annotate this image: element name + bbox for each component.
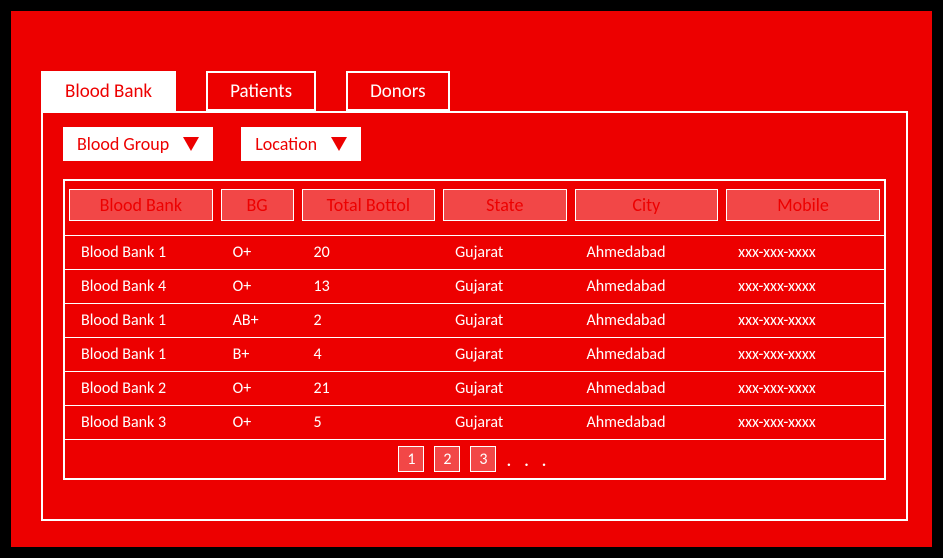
table-row[interactable]: Blood Bank 4O+13GujaratAhmedabadxxx-xxx-… — [65, 270, 884, 304]
blood-group-dropdown[interactable]: Blood Group — [63, 127, 213, 161]
app-frame: Blood Bank Patients Donors Blood Group L… — [8, 8, 935, 550]
table-cell: Ahmedabad — [571, 406, 723, 440]
filter-bar: Blood Group Location — [63, 127, 886, 161]
page-button[interactable]: 1 — [398, 446, 424, 472]
tab-blood-bank[interactable]: Blood Bank — [41, 71, 176, 111]
table-cell: O+ — [217, 270, 298, 304]
table-row[interactable]: Blood Bank 1B+4GujaratAhmedabadxxx-xxx-x… — [65, 338, 884, 372]
table-cell: Ahmedabad — [571, 270, 723, 304]
tab-label: Blood Bank — [65, 80, 152, 103]
col-header-city: City — [575, 189, 719, 221]
table-cell: Blood Bank 4 — [65, 270, 217, 304]
table-cell: 21 — [298, 372, 440, 406]
tab-label: Patients — [230, 80, 292, 103]
tab-patients[interactable]: Patients — [206, 71, 316, 111]
pagination-ellipsis: . . . — [506, 448, 550, 472]
table-cell: 5 — [298, 406, 440, 440]
table-cell: 13 — [298, 270, 440, 304]
col-header-mobile: Mobile — [726, 189, 880, 221]
location-dropdown[interactable]: Location — [241, 127, 361, 161]
content-panel: Blood Group Location Blood Bank BG Tota — [41, 111, 908, 521]
tab-label: Donors — [370, 80, 425, 103]
table-cell: Gujarat — [439, 406, 570, 440]
table-row[interactable]: Blood Bank 1AB+2GujaratAhmedabadxxx-xxx-… — [65, 304, 884, 338]
table-cell: Gujarat — [439, 304, 570, 338]
dropdown-label: Location — [255, 133, 317, 155]
page-button[interactable]: 3 — [470, 446, 496, 472]
table-row[interactable]: Blood Bank 1O+20GujaratAhmedabadxxx-xxx-… — [65, 236, 884, 270]
table-cell: O+ — [217, 372, 298, 406]
table-cell: Ahmedabad — [571, 304, 723, 338]
tab-bar: Blood Bank Patients Donors — [41, 71, 450, 111]
table-cell: Gujarat — [439, 338, 570, 372]
table-cell: xxx-xxx-xxxx — [722, 338, 884, 372]
pagination: 123 . . . — [73, 446, 876, 472]
table-cell: AB+ — [217, 304, 298, 338]
table-cell: Ahmedabad — [571, 236, 723, 270]
table-cell: 4 — [298, 338, 440, 372]
table-cell: xxx-xxx-xxxx — [722, 236, 884, 270]
table-cell: Blood Bank 1 — [65, 304, 217, 338]
table-cell: 20 — [298, 236, 440, 270]
table-row[interactable]: Blood Bank 3O+5GujaratAhmedabadxxx-xxx-x… — [65, 406, 884, 440]
table-cell: Gujarat — [439, 236, 570, 270]
table-cell: xxx-xxx-xxxx — [722, 406, 884, 440]
data-table: Blood Bank BG Total Bottol State City Mo… — [65, 181, 884, 478]
col-header-state: State — [443, 189, 566, 221]
chevron-down-icon — [331, 137, 347, 151]
table-cell: O+ — [217, 406, 298, 440]
col-header-blood-bank: Blood Bank — [69, 189, 213, 221]
table-cell: xxx-xxx-xxxx — [722, 304, 884, 338]
table-cell: xxx-xxx-xxxx — [722, 270, 884, 304]
table-cell: Blood Bank 1 — [65, 236, 217, 270]
table-cell: Ahmedabad — [571, 372, 723, 406]
table-body: Blood Bank 1O+20GujaratAhmedabadxxx-xxx-… — [65, 236, 884, 479]
page-button[interactable]: 2 — [434, 446, 460, 472]
table-cell: B+ — [217, 338, 298, 372]
dropdown-label: Blood Group — [77, 133, 169, 155]
pagination-row: 123 . . . — [65, 440, 884, 479]
table-cell: Gujarat — [439, 270, 570, 304]
table-cell: O+ — [217, 236, 298, 270]
table-cell: Ahmedabad — [571, 338, 723, 372]
data-table-container: Blood Bank BG Total Bottol State City Mo… — [63, 179, 886, 480]
tab-donors[interactable]: Donors — [346, 71, 449, 111]
table-cell: Gujarat — [439, 372, 570, 406]
table-header-row: Blood Bank BG Total Bottol State City Mo… — [65, 181, 884, 236]
table-cell: Blood Bank 1 — [65, 338, 217, 372]
col-header-bg: BG — [221, 189, 294, 221]
table-cell: xxx-xxx-xxxx — [722, 372, 884, 406]
col-header-total-bottol: Total Bottol — [302, 189, 436, 221]
table-cell: 2 — [298, 304, 440, 338]
table-cell: Blood Bank 2 — [65, 372, 217, 406]
chevron-down-icon — [183, 137, 199, 151]
table-cell: Blood Bank 3 — [65, 406, 217, 440]
table-row[interactable]: Blood Bank 2O+21GujaratAhmedabadxxx-xxx-… — [65, 372, 884, 406]
